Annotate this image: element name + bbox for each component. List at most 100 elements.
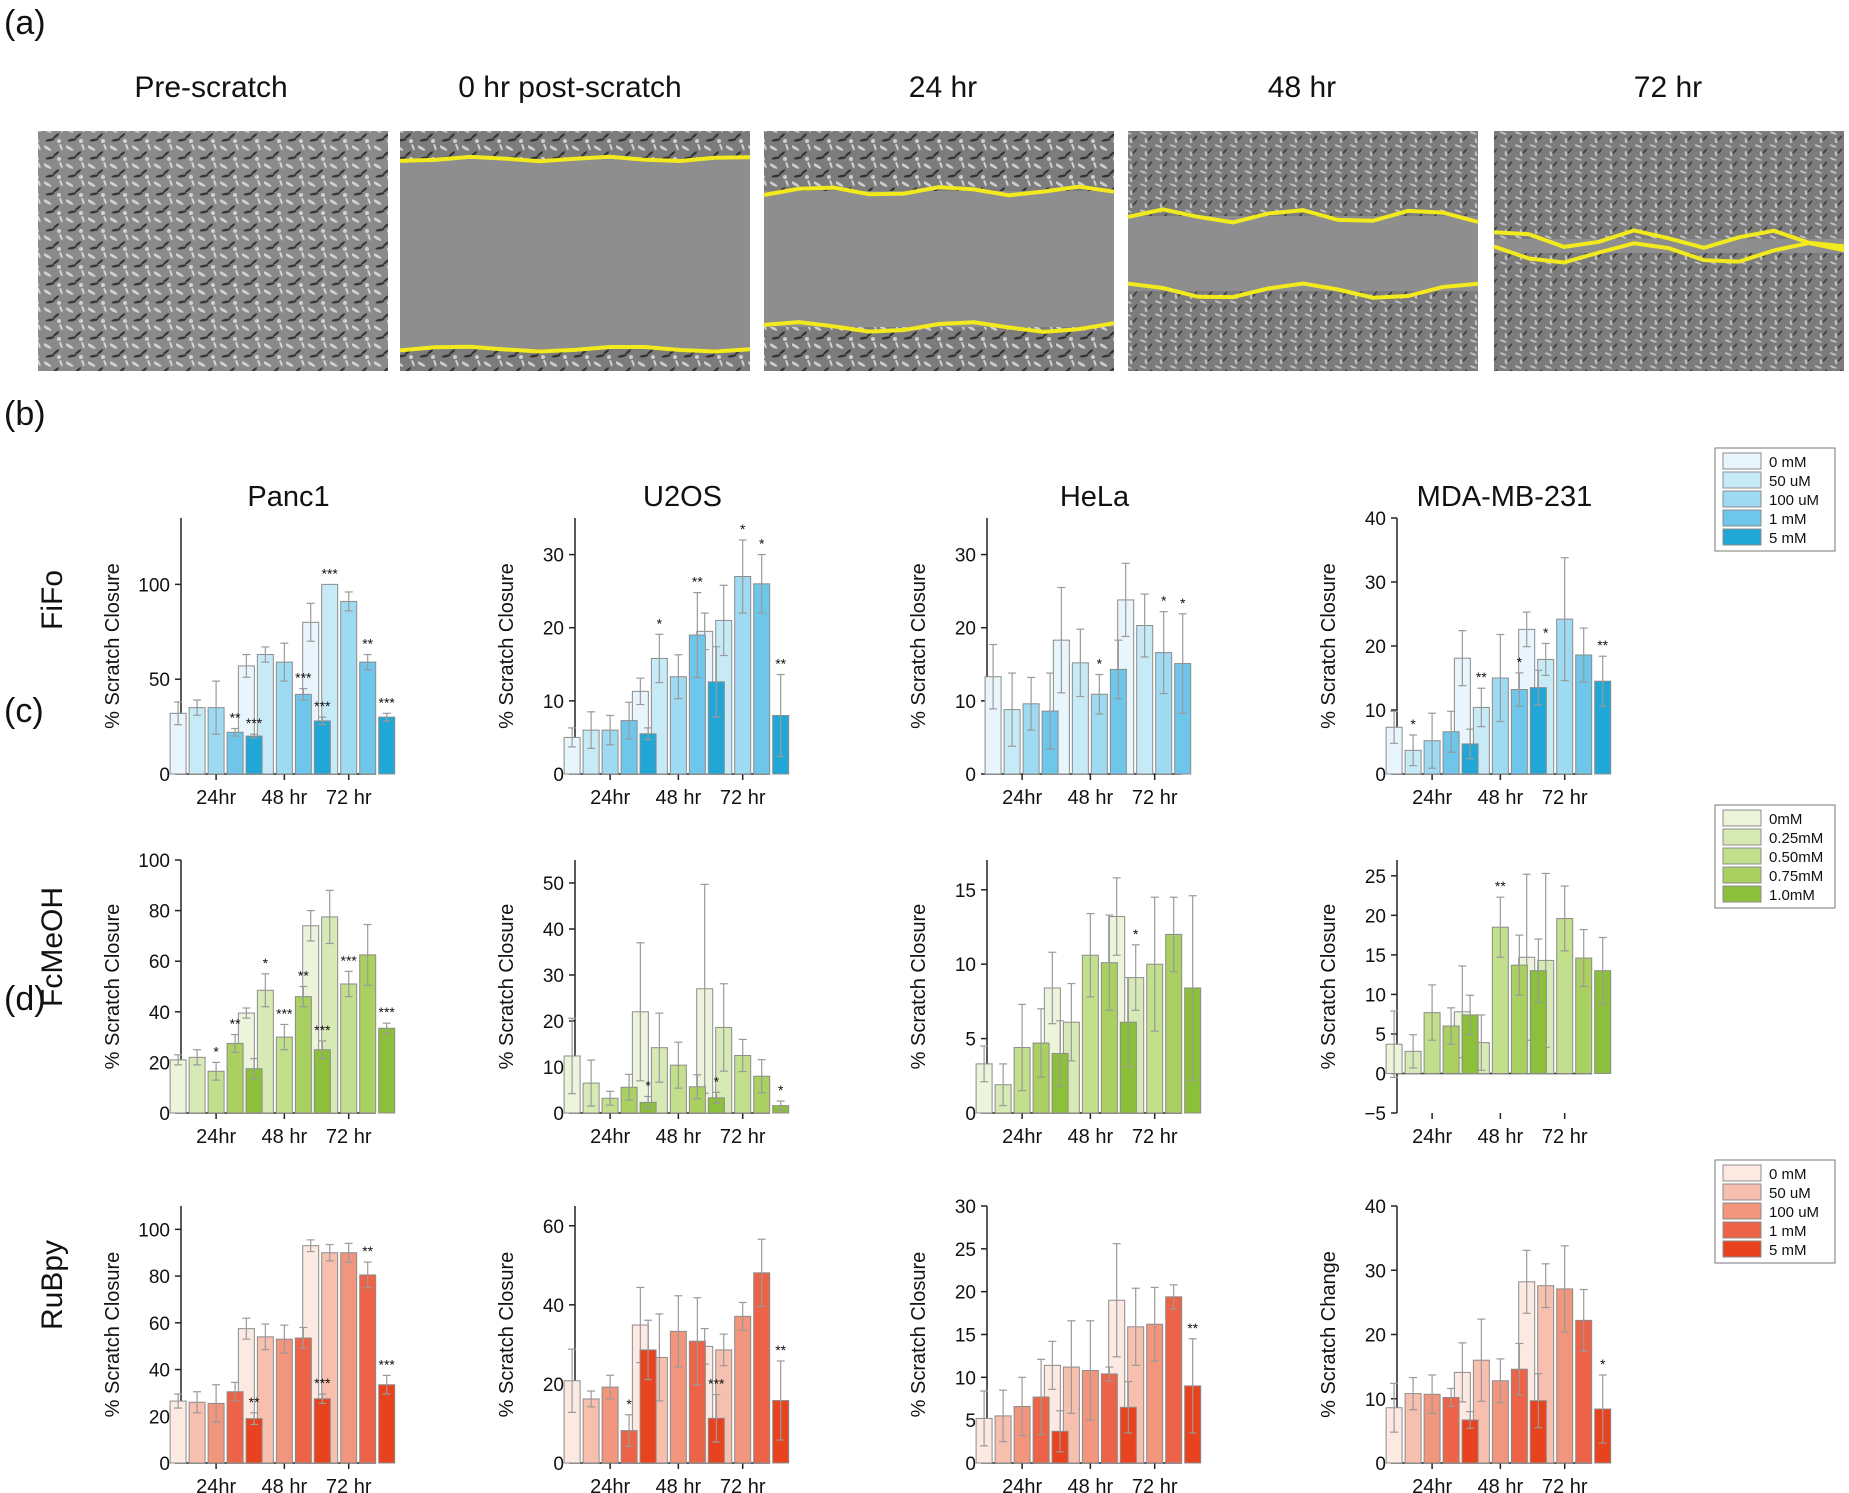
bar [188, 1056, 206, 1114]
y-tick-label: 0 [553, 1104, 564, 1125]
y-tick-label: 20 [543, 1012, 564, 1033]
y-tick-label: 5 [965, 1030, 976, 1051]
cell-layer [38, 131, 388, 371]
bar [313, 1049, 331, 1114]
cell-layer [764, 327, 1114, 371]
significance-marker: *** [708, 1376, 725, 1392]
micrograph-3 [763, 131, 1115, 371]
x-tick-label: 24hr [196, 787, 236, 809]
bar [169, 1059, 187, 1114]
y-tick-label: 20 [149, 1407, 170, 1428]
bar [734, 1315, 752, 1464]
legend-label: 1.0mM [1769, 887, 1815, 904]
significance-marker: *** [322, 565, 339, 581]
significance-marker: *** [276, 1005, 293, 1021]
cell-line-title: HeLa [1060, 481, 1130, 513]
cell-layer [400, 349, 750, 371]
bar-chart: 0 10 20 30 40 % Scratch Closure 24hr 48 hr 72 hr… [1318, 509, 1612, 809]
bar-chart: −5 0 5 10 15 20 25 % Scratch Closure 24hr 48 hr 72… [1318, 860, 1612, 1148]
y-tick-label: 60 [149, 952, 170, 973]
x-tick-label: 24hr [590, 787, 630, 809]
y-tick-label: 5 [965, 1411, 976, 1432]
y-axis-label: % Scratch Closure [908, 563, 930, 729]
y-tick-label: 0 [1375, 765, 1386, 786]
significance-marker: *** [314, 1022, 331, 1038]
significance-marker: ** [230, 709, 241, 725]
significance-marker: *** [341, 952, 358, 968]
bar [275, 1338, 293, 1464]
y-axis-label: % Scratch Closure [496, 1252, 518, 1418]
y-axis-label: % Scratch Closure [102, 1252, 124, 1418]
y-tick-label: 40 [149, 1361, 170, 1382]
y-tick-label: 10 [1365, 985, 1386, 1006]
micrograph-title: 72 hr [1634, 71, 1702, 104]
bar [245, 735, 263, 775]
y-tick-label: 30 [955, 1197, 976, 1218]
legend-label: 50 uM [1769, 473, 1811, 490]
x-tick-label: 48 hr [262, 787, 308, 809]
panel-label: (d) [4, 980, 46, 1018]
y-tick-label: 0 [159, 1104, 170, 1125]
y-tick-label: 30 [1365, 573, 1386, 594]
bar [294, 1337, 312, 1464]
wound-edge-bottom [1127, 281, 1479, 300]
bar [1442, 1396, 1460, 1464]
micrograph-4 [1127, 131, 1479, 371]
legend-label: 0.50mM [1769, 849, 1823, 866]
x-tick-label: 24hr [1002, 787, 1042, 809]
significance-marker: * [1543, 624, 1549, 640]
x-tick-label: 72 hr [720, 1126, 766, 1148]
y-tick-label: 50 [149, 670, 170, 691]
significance-marker: * [759, 536, 765, 552]
micrograph-5 [1493, 131, 1845, 371]
y-tick-label: 15 [1365, 946, 1386, 967]
x-tick-label: 24hr [590, 1476, 630, 1493]
cell-line-title: U2OS [643, 481, 722, 513]
significance-marker: * [1410, 716, 1416, 732]
significance-marker: ** [249, 1394, 260, 1410]
y-tick-label: 0 [159, 1454, 170, 1475]
cell-layer [764, 131, 1114, 191]
bar [294, 693, 312, 775]
micrograph-panel-a [38, 131, 1845, 371]
y-tick-label: 20 [1365, 906, 1386, 927]
legend-swatch [1722, 866, 1762, 884]
significance-marker: * [645, 1077, 651, 1093]
significance-marker: *** [314, 698, 331, 714]
bar [340, 1252, 358, 1464]
legend-label: 50 uM [1769, 1185, 1811, 1202]
cell-layer [1128, 291, 1478, 371]
y-tick-label: 20 [955, 1283, 976, 1304]
figure-labels: (a) (b) (c) (d) Pre-scratch 0 hr post-scratch… [4, 4, 1702, 1018]
x-tick-label: 72 hr [326, 1126, 372, 1148]
y-axis-label: % Scratch Closure [908, 904, 930, 1070]
legend-label: 1 mM [1769, 1223, 1807, 1240]
micrograph-title: Pre-scratch [134, 71, 287, 104]
y-axis-label: % Scratch Closure [1318, 904, 1340, 1070]
significance-marker: *** [295, 670, 312, 686]
micrograph-title: 24 hr [909, 71, 977, 104]
significance-marker: ** [362, 636, 373, 652]
wound-edge-bottom [1493, 240, 1845, 265]
wound-area [400, 159, 750, 349]
x-tick-label: 48 hr [262, 1126, 308, 1148]
micrograph-2 [399, 131, 751, 371]
y-tick-label: 30 [1365, 1261, 1386, 1282]
y-tick-label: 0 [553, 1454, 564, 1475]
row-label: FcMeOH [36, 887, 69, 1007]
bar [226, 1391, 244, 1464]
wound-area [1128, 216, 1478, 291]
significance-marker: ** [298, 968, 309, 984]
bar [378, 1384, 396, 1464]
bar [245, 1418, 263, 1464]
bar [378, 1027, 396, 1114]
y-axis-label: % Scratch Closure [102, 563, 124, 729]
legend-label: 5 mM [1769, 1242, 1807, 1259]
significance-marker: ** [1495, 878, 1506, 894]
y-tick-label: 20 [1365, 1326, 1386, 1347]
row-label: FiFo [36, 570, 69, 630]
legend: 0 mM 50 uM 100 uM 1 mM 5 mM [1714, 447, 1836, 552]
legend-swatch [1722, 1240, 1762, 1258]
